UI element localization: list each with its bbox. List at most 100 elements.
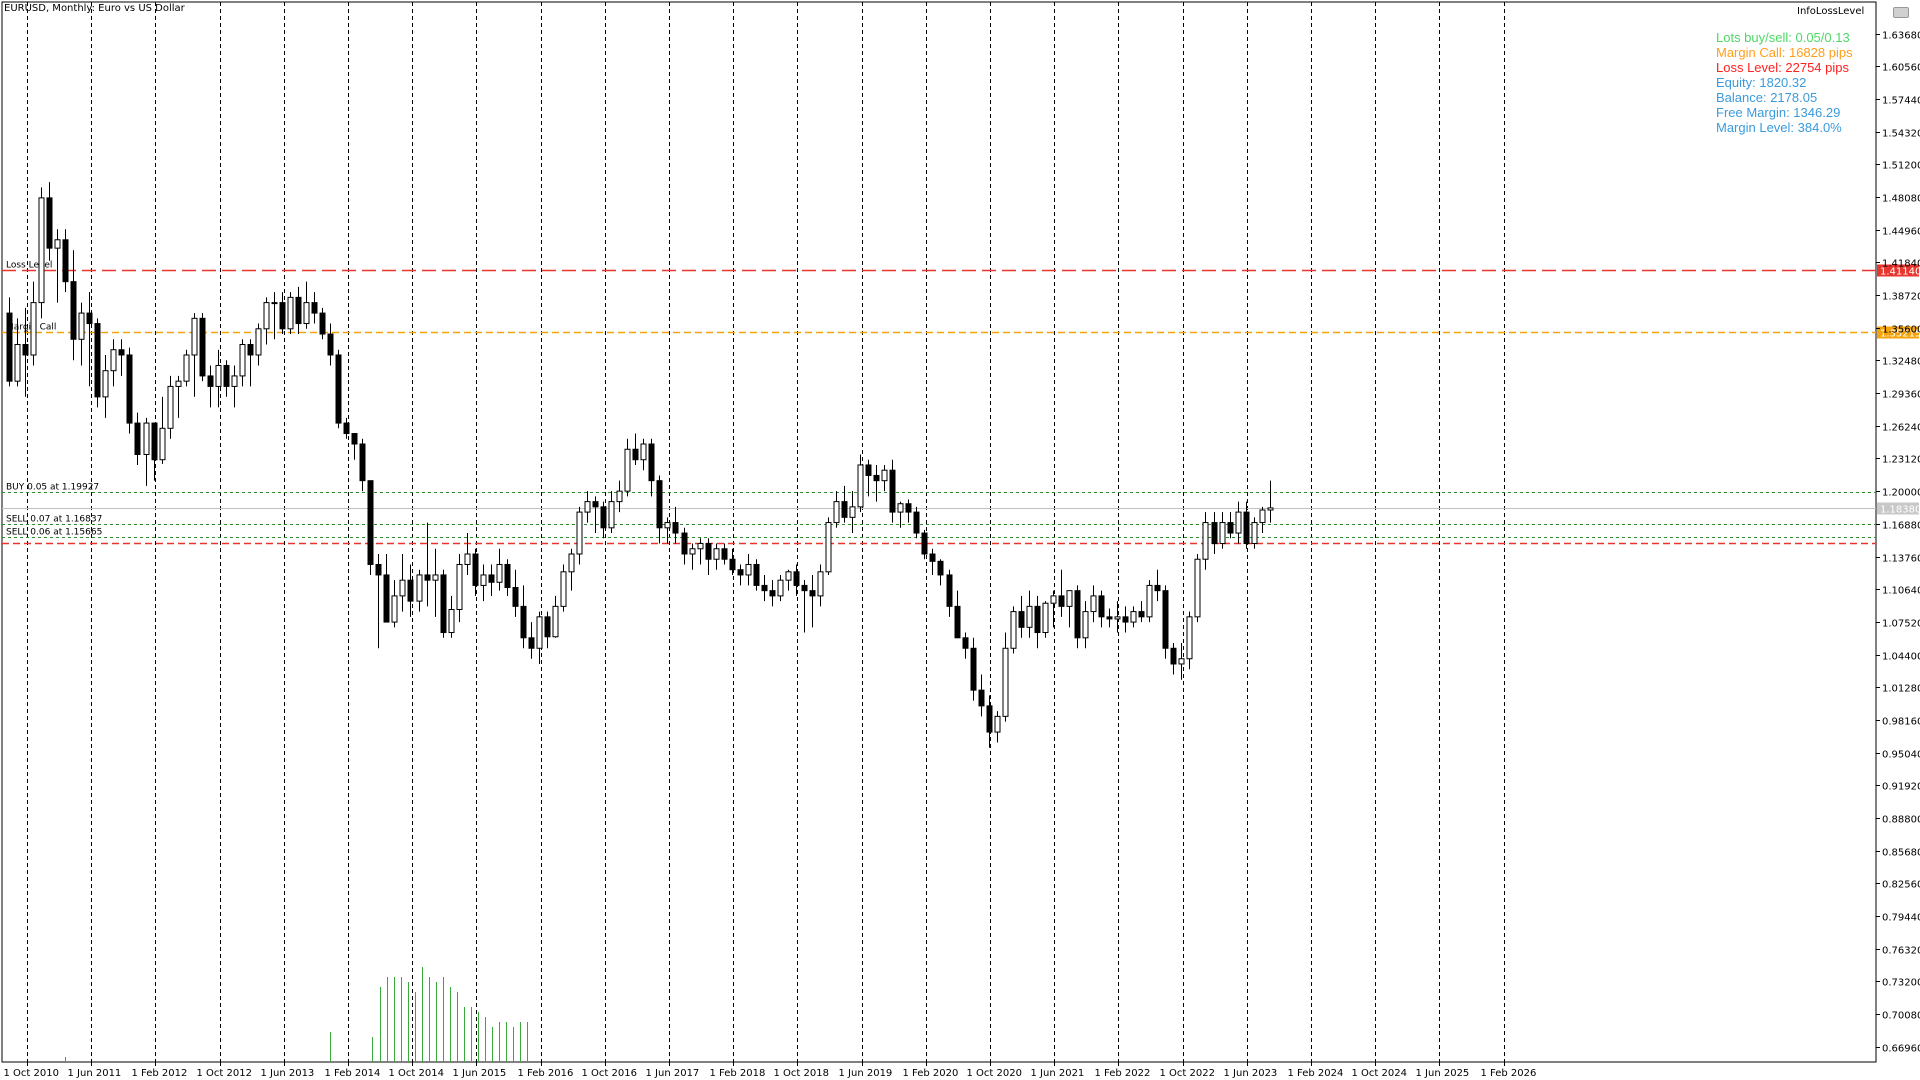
candle-body [857, 464, 864, 508]
candle-body [761, 584, 768, 592]
candle-body [1243, 511, 1250, 545]
level-label-buy-1: BUY 0.05 at 1.19927 [6, 483, 99, 493]
candle-body [199, 317, 206, 377]
price-label: 0.79440 [1882, 913, 1920, 924]
candle-body [833, 501, 840, 524]
time-label: 1 Oct 2020 [967, 1068, 1022, 1079]
price-label: 0.73200 [1882, 978, 1920, 989]
candle-body [568, 553, 575, 573]
candle-body [359, 443, 366, 482]
time-label: 1 Jun 2011 [68, 1068, 122, 1079]
candle-body [656, 480, 663, 529]
info-line: Lots buy/sell: 0.05/0.13 [1716, 30, 1850, 45]
candle-body [825, 522, 832, 573]
chart-title: EURUSD, Monthly: Euro vs US Dollar [4, 3, 185, 14]
time-label: 1 Feb 2022 [1095, 1068, 1151, 1079]
time-label: 1 Jun 2015 [453, 1068, 507, 1079]
candle-body [769, 590, 776, 597]
time-label: 1 Oct 2022 [1160, 1068, 1215, 1079]
candle-body [6, 312, 13, 382]
candle-body [937, 560, 944, 576]
candle-body [1098, 595, 1105, 618]
candle-body [536, 616, 543, 649]
candle-body [905, 503, 912, 513]
candle-body [1235, 511, 1242, 534]
price-label: 1.16880 [1882, 521, 1920, 532]
candle-body [1106, 616, 1113, 620]
candle-body [986, 705, 993, 733]
candle-body [1074, 590, 1081, 639]
candle-body [978, 689, 985, 707]
candle-body [383, 574, 390, 623]
candle-body [648, 443, 655, 482]
candle-body [1010, 611, 1017, 649]
time-label: 1 Feb 2020 [903, 1068, 959, 1079]
candle-body [616, 490, 623, 503]
price-tag-label-Loss Level: 1.41140 [1880, 267, 1920, 278]
candle-body [335, 354, 342, 424]
candle-body [102, 370, 109, 398]
price-tag-Loss Level [1877, 264, 1919, 277]
candle-body [1267, 507, 1274, 511]
candle-body [1186, 616, 1193, 660]
candle-body [14, 344, 21, 382]
candle-body [207, 375, 214, 387]
candle-body [697, 543, 704, 550]
candle-body [608, 501, 615, 529]
candle-body [921, 532, 928, 555]
level-label-sell-2: SELL 0.06 at 1.15665 [6, 528, 102, 538]
time-label: 1 Oct 2014 [389, 1068, 444, 1079]
price-tag-current [1877, 502, 1919, 515]
candle-body [552, 605, 559, 638]
price-tag-label-current: 1.18380 [1880, 505, 1920, 516]
candle-body [1154, 584, 1161, 592]
candle-body [681, 532, 688, 555]
candle-body [576, 511, 583, 555]
candle-body [504, 563, 511, 589]
time-label: 1 Jun 2017 [646, 1068, 700, 1079]
level-label-Loss Level: Loss Level [6, 261, 52, 271]
candle-body [1202, 522, 1209, 560]
candle-body [54, 239, 61, 249]
candle-body [30, 302, 37, 356]
candle-body [407, 579, 414, 602]
candle-body [303, 302, 310, 325]
indicator-settings-icon[interactable] [1893, 7, 1909, 18]
info-line: Margin Call: 16828 pips [1716, 45, 1853, 60]
candle-body [239, 344, 246, 377]
price-label: 1.23120 [1882, 455, 1920, 466]
candle-body [785, 571, 792, 581]
time-label: 1 Feb 2024 [1288, 1068, 1344, 1079]
candle-body [167, 385, 174, 429]
candle-body [151, 422, 158, 461]
time-label: 1 Oct 2018 [774, 1068, 829, 1079]
candle-body [464, 553, 471, 565]
candle-body [897, 503, 904, 513]
price-tag-label-Margin Call: 1.35215 [1880, 329, 1920, 340]
candle-body [62, 239, 69, 283]
candle-body [118, 349, 125, 356]
time-label: 1 Feb 2018 [710, 1068, 766, 1079]
candle-body [375, 563, 382, 576]
candle-body [841, 501, 848, 518]
price-label: 0.82560 [1882, 880, 1920, 891]
candle-body [1058, 595, 1065, 607]
candle-body [1018, 611, 1025, 628]
candle-body [1146, 584, 1153, 618]
candle-body [1259, 509, 1266, 524]
candle-body [970, 647, 977, 691]
time-label: 1 Oct 2012 [197, 1068, 252, 1079]
candle-body [1138, 611, 1145, 618]
candle-body [962, 637, 969, 649]
candle-body [38, 197, 45, 304]
price-label: 0.85680 [1882, 848, 1920, 859]
candle-body [231, 375, 238, 387]
candle-body [247, 344, 254, 356]
candle-body [159, 427, 166, 461]
candle-body [753, 563, 760, 586]
info-line: Loss Level: 22754 pips [1716, 60, 1849, 75]
level-label-sell-1: SELL 0.07 at 1.16837 [6, 515, 102, 525]
price-label: 1.41840 [1882, 259, 1920, 270]
